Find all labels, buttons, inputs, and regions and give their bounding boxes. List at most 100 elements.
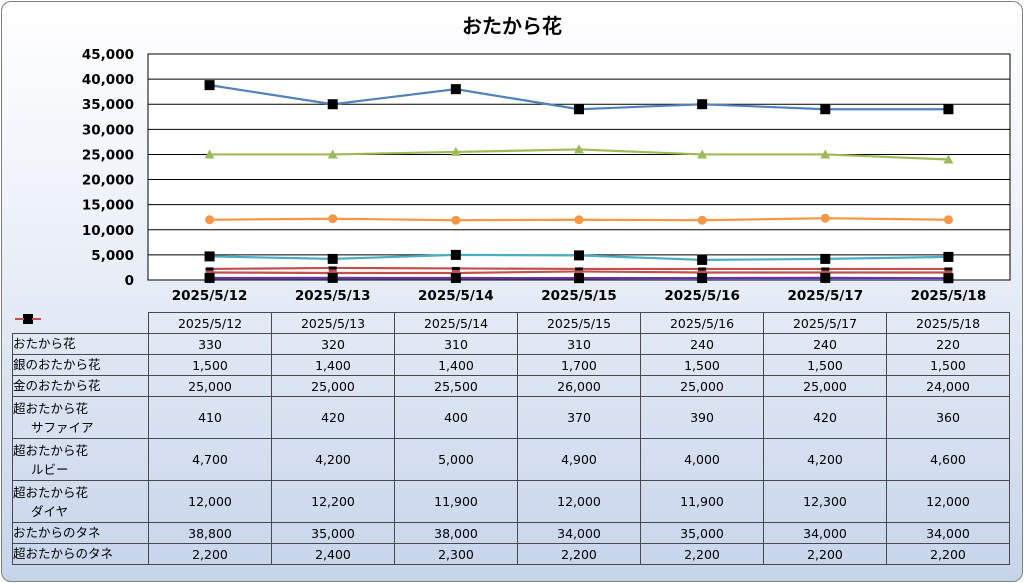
table-cell: 25,000 bbox=[640, 375, 764, 397]
legend-key bbox=[14, 317, 41, 320]
x-tick-label: 2025/5/13 bbox=[295, 288, 371, 304]
y-tick-label: 0 bbox=[125, 273, 134, 289]
table-cell: 1,500 bbox=[763, 354, 887, 376]
data-point bbox=[697, 99, 708, 110]
table-cell: 1,700 bbox=[517, 354, 641, 376]
data-point bbox=[451, 266, 460, 270]
series-name: 超おたから花 ダイヤ bbox=[13, 483, 88, 521]
table-column-header: 2025/5/18 bbox=[886, 312, 1010, 334]
series-legend-label: おたから花 bbox=[12, 313, 149, 355]
data-point bbox=[327, 253, 338, 264]
table-cell: 420 bbox=[271, 396, 395, 439]
y-tick-label: 35,000 bbox=[82, 97, 134, 113]
table-cell: 2,200 bbox=[148, 543, 272, 565]
table-column-header: 2025/5/16 bbox=[640, 312, 764, 334]
table-cell: 12,000 bbox=[886, 480, 1010, 523]
plot-area bbox=[148, 54, 1010, 280]
table-cell: 1,500 bbox=[640, 354, 764, 376]
series-name: 超おたから花 サファイア bbox=[13, 399, 94, 437]
table-cell: 360 bbox=[886, 396, 1010, 439]
data-point bbox=[575, 267, 583, 271]
series-4 bbox=[204, 249, 954, 265]
x-tick-label: 2025/5/15 bbox=[541, 288, 617, 304]
table-cell: 4,900 bbox=[517, 438, 641, 481]
data-point bbox=[328, 214, 338, 224]
data-point bbox=[327, 149, 338, 159]
table-column-header: 2025/5/12 bbox=[148, 312, 272, 334]
data-point bbox=[204, 149, 215, 159]
data-point bbox=[943, 104, 954, 115]
table-cell: 11,900 bbox=[640, 480, 764, 523]
table-cell: 12,300 bbox=[763, 480, 887, 523]
data-point bbox=[204, 251, 215, 262]
table-cell: 220 bbox=[886, 333, 1010, 355]
table-cell: 410 bbox=[148, 396, 272, 439]
table-cell: 2,400 bbox=[271, 543, 395, 565]
series-legend-label: 超おたから花 サファイア bbox=[12, 313, 149, 439]
table-cell: 420 bbox=[763, 396, 887, 439]
table-cell: 12,000 bbox=[517, 480, 641, 523]
table-cell: 25,000 bbox=[763, 375, 887, 397]
table-cell: 12,200 bbox=[271, 480, 395, 523]
table-cell: 2,200 bbox=[763, 543, 887, 565]
data-point bbox=[23, 317, 32, 320]
data-point bbox=[574, 273, 584, 284]
data-point bbox=[328, 266, 337, 270]
table-cell: 4,200 bbox=[763, 438, 887, 481]
table-cell: 370 bbox=[517, 396, 641, 439]
data-point bbox=[698, 268, 707, 277]
data-point bbox=[450, 146, 461, 156]
series-name: 超おたからのタネ bbox=[13, 544, 113, 564]
table-cell: 4,700 bbox=[148, 438, 272, 481]
table-cell: 400 bbox=[394, 396, 518, 439]
x-tick-label: 2025/5/12 bbox=[172, 288, 248, 304]
table-cell: 2,200 bbox=[517, 543, 641, 565]
table-row: 超おたから花 サファイア 410 420 400 370 390 420 360 bbox=[12, 313, 1010, 439]
table-header-row: 2025/5/12 2025/5/13 2025/5/14 2025/5/15 2025… bbox=[13, 312, 1010, 334]
table-cell: 1,500 bbox=[886, 354, 1010, 376]
data-point bbox=[205, 268, 214, 277]
y-tick-label: 40,000 bbox=[82, 72, 134, 88]
table-cell: 1,500 bbox=[148, 354, 272, 376]
table-cell: 34,000 bbox=[763, 522, 887, 544]
x-tick-label: 2025/5/14 bbox=[418, 288, 494, 304]
data-point bbox=[943, 251, 954, 262]
series-3 bbox=[204, 272, 954, 284]
x-tick-label: 2025/5/18 bbox=[911, 288, 987, 304]
table-cell: 310 bbox=[517, 333, 641, 355]
data-point bbox=[450, 272, 461, 283]
table-cell: 2,300 bbox=[394, 543, 518, 565]
data-point bbox=[574, 215, 584, 225]
data-point bbox=[697, 254, 708, 265]
x-tick-label: 2025/5/16 bbox=[664, 288, 740, 304]
data-point bbox=[820, 253, 831, 264]
data-point bbox=[327, 272, 338, 283]
table-cell: 34,000 bbox=[517, 522, 641, 544]
series-legend-label: 超おたから花 ダイヤ bbox=[12, 314, 149, 523]
table-row: 超おたからのタネ 2,200 2,400 2,300 2,200 2,200 2,200 2,… bbox=[12, 317, 1010, 565]
table-cell: 1,400 bbox=[394, 354, 518, 376]
table-cell: 4,000 bbox=[640, 438, 764, 481]
table-cell: 320 bbox=[271, 333, 395, 355]
table-cell: 25,000 bbox=[148, 375, 272, 397]
y-tick-label: 5,000 bbox=[91, 248, 134, 264]
table-cell: 5,000 bbox=[394, 438, 518, 481]
series-legend-label: おたからのタネ bbox=[12, 313, 149, 544]
table-row: おたからのタネ 38,800 35,000 38,000 34,000 35,000 34,… bbox=[12, 313, 1010, 544]
table-cell: 12,000 bbox=[148, 480, 272, 523]
data-point bbox=[697, 273, 708, 284]
y-tick-label: 10,000 bbox=[82, 223, 134, 239]
series-name: 銀のおたから花 bbox=[13, 355, 101, 375]
data-point bbox=[943, 154, 954, 164]
data-table: 2025/5/12 2025/5/13 2025/5/14 2025/5/15 2025… bbox=[12, 312, 1010, 565]
series-legend-label: 超おたからのタネ bbox=[12, 317, 149, 565]
series-name: おたから花 bbox=[13, 334, 76, 354]
table-cell: 35,000 bbox=[271, 522, 395, 544]
table-cell: 1,400 bbox=[271, 354, 395, 376]
table-cell: 24,000 bbox=[886, 375, 1010, 397]
data-point bbox=[697, 149, 708, 159]
table-cell: 38,800 bbox=[148, 522, 272, 544]
data-point bbox=[943, 273, 954, 284]
series-5 bbox=[205, 213, 953, 225]
table-cell: 38,000 bbox=[394, 522, 518, 544]
